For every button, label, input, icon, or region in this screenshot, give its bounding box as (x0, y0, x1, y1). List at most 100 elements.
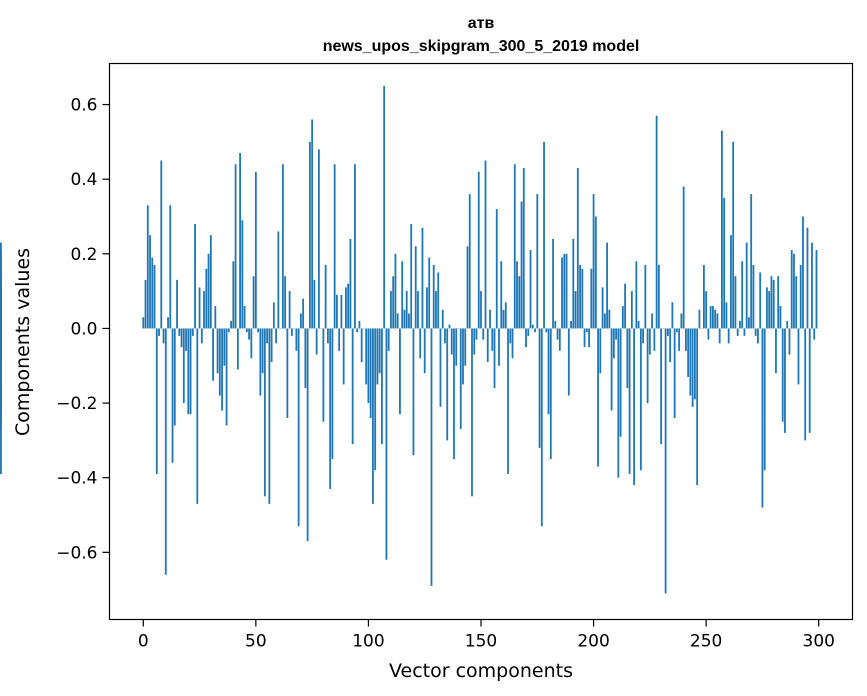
bar (768, 291, 771, 329)
bar (347, 283, 350, 329)
bar (450, 328, 453, 355)
bar (648, 328, 651, 355)
bar (673, 328, 676, 418)
bar (392, 276, 395, 329)
y-tick-label: 0.2 (70, 245, 97, 265)
bar (453, 328, 455, 460)
bar (709, 306, 712, 329)
bar (682, 186, 685, 329)
bar (185, 328, 187, 351)
bar (732, 141, 735, 329)
bar (180, 328, 183, 348)
bar (205, 268, 208, 329)
bar (329, 328, 332, 489)
bar (739, 320, 741, 329)
bar (657, 265, 660, 329)
bar (779, 306, 782, 329)
bar (372, 328, 374, 504)
bar (286, 328, 289, 418)
bar (808, 328, 811, 433)
bar (552, 238, 554, 329)
bar (209, 235, 212, 329)
bar (464, 328, 467, 366)
bar (473, 328, 476, 355)
bar (471, 328, 473, 497)
bar (444, 328, 446, 344)
bar (354, 164, 356, 329)
bar (410, 223, 413, 329)
bar (669, 328, 672, 363)
bar (644, 265, 647, 329)
bar (153, 265, 156, 329)
bar (549, 328, 552, 460)
bar (360, 328, 363, 363)
bar (227, 328, 230, 333)
bar (230, 320, 232, 329)
bar (633, 328, 635, 486)
bar (781, 328, 784, 422)
y-tick-label: 0.0 (70, 319, 97, 339)
bar (327, 328, 329, 344)
bar (543, 141, 545, 329)
bar (378, 328, 381, 374)
bar (142, 317, 145, 329)
bar (155, 328, 158, 474)
bar (601, 287, 604, 329)
x-tick-label: 200 (577, 632, 609, 652)
bar (383, 85, 386, 329)
bar (594, 216, 597, 329)
bar (480, 291, 482, 329)
bar (547, 328, 550, 415)
bar (563, 253, 566, 329)
bar (703, 265, 705, 329)
bar (405, 291, 408, 329)
bar (239, 153, 241, 329)
bar (680, 313, 683, 329)
bar (441, 309, 444, 329)
bar (351, 328, 354, 445)
bar (446, 328, 449, 441)
bar (723, 197, 726, 329)
x-tick-label: 0 (138, 632, 149, 652)
x-tick-label: 100 (352, 632, 384, 652)
bar (637, 320, 640, 329)
bar (653, 328, 656, 351)
bar (565, 253, 568, 329)
bar (525, 328, 527, 348)
bar (520, 201, 523, 329)
bar (608, 309, 611, 329)
bar (486, 328, 489, 363)
bar (660, 328, 663, 445)
bar (799, 265, 802, 329)
x-tick-label: 150 (465, 632, 497, 652)
bar (716, 313, 719, 329)
bar (610, 328, 613, 411)
bar (176, 279, 178, 329)
bar (590, 268, 593, 329)
bar (340, 294, 343, 329)
bar (567, 328, 570, 396)
bar (245, 328, 248, 333)
bar (158, 328, 160, 336)
bar (621, 306, 624, 329)
bar (516, 261, 518, 329)
bar (338, 328, 341, 351)
bar (173, 328, 176, 426)
bar (430, 328, 433, 586)
bar (743, 328, 746, 336)
bar (160, 160, 163, 329)
bar (745, 242, 748, 329)
bar (811, 242, 813, 329)
bar (297, 328, 300, 527)
bar (212, 328, 214, 381)
y-tick-label: 0.6 (70, 96, 97, 116)
bar (684, 328, 687, 351)
bar (266, 328, 269, 344)
bar (322, 328, 325, 422)
bar (624, 283, 626, 329)
bar (462, 328, 464, 385)
bar (191, 328, 194, 336)
bar (225, 328, 228, 426)
bar (432, 265, 435, 329)
bar (268, 328, 271, 504)
